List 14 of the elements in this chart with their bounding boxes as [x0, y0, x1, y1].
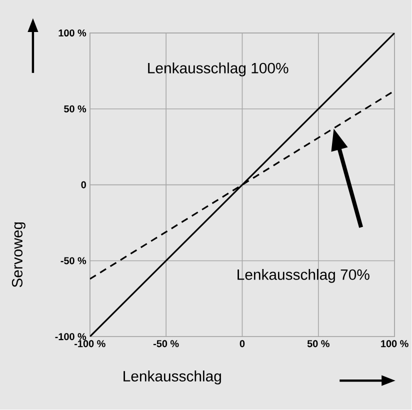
x-tick-label: -50 % [153, 340, 179, 348]
y-tick-label: -100 % [55, 333, 86, 340]
y-tick-label: 0 [81, 182, 86, 189]
y-tick-label: 100 % [58, 30, 86, 37]
x-tick-label: 0 [240, 340, 245, 348]
x-tick-label: 50 % [307, 340, 330, 348]
x-tick-label: -100 % [74, 340, 106, 348]
x-axis-title: Lenkausschlag [124, 370, 221, 385]
x-tick-label: 100 % [381, 340, 408, 348]
y-tick-label: -50 % [60, 257, 86, 264]
y-tick-label: 50 % [64, 106, 86, 113]
y-axis-title: Servoweg [12, 222, 26, 288]
text: Lenkausschlag 100% [148, 62, 288, 77]
annotation: Lenkausschlag 70% [238, 269, 370, 284]
